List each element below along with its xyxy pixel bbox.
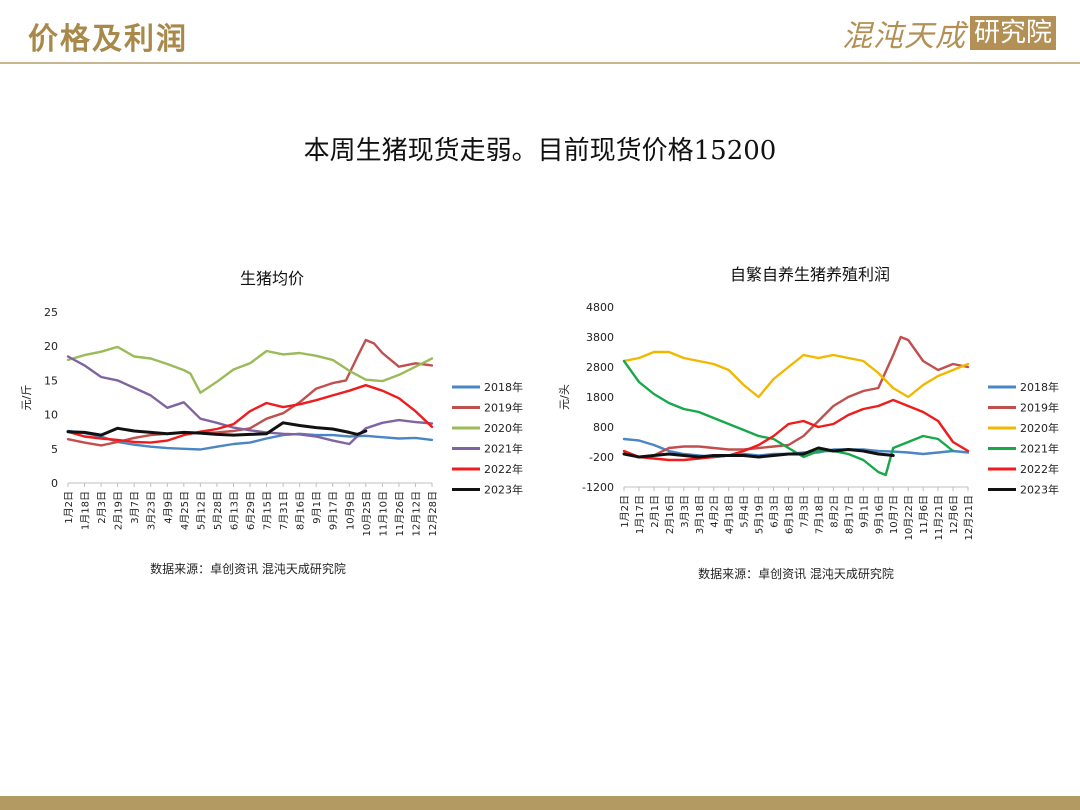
- series-line-2021年: [622, 359, 955, 477]
- logo-box-text: 研究院: [969, 16, 1056, 50]
- x-tick-label: 1月17日: [634, 495, 646, 534]
- y-tick-label: 10: [44, 409, 58, 422]
- legend-label: 2018年: [484, 380, 523, 394]
- x-tick-label: 4月18日: [724, 495, 736, 534]
- y-tick-label: 1800: [586, 391, 614, 404]
- x-tick-label: 2月1日: [649, 495, 661, 528]
- x-tick-label: 10月9日: [344, 491, 356, 530]
- x-tick-label: 5月4日: [739, 495, 751, 528]
- x-tick-label: 3月7日: [129, 491, 141, 524]
- series-line-2019年: [66, 338, 434, 447]
- footer-bar: [0, 796, 1080, 810]
- page-title: 价格及利润: [28, 22, 188, 57]
- y-tick-label: 2800: [586, 361, 614, 374]
- x-tick-label: 3月23日: [146, 491, 158, 530]
- legend-label: 2022年: [484, 462, 523, 476]
- x-tick-label: 12月28日: [427, 491, 439, 536]
- series-line-2021年: [66, 355, 434, 446]
- x-tick-label: 3月18日: [694, 495, 706, 534]
- x-tick-label: 4月2日: [709, 495, 721, 528]
- chart-source: 数据来源：卓创资讯 混沌天成研究院: [150, 561, 346, 576]
- x-tick-label: 2月3日: [96, 491, 108, 524]
- legend-label: 2019年: [1020, 401, 1059, 415]
- x-tick-label: 9月1日: [858, 495, 870, 528]
- x-tick-label: 4月25日: [179, 491, 191, 530]
- x-tick-label: 8月17日: [843, 495, 855, 534]
- x-tick-label: 12月6日: [948, 495, 960, 534]
- x-tick-label: 1月2日: [63, 491, 75, 524]
- y-axis-label: 元/斤: [20, 385, 33, 411]
- series-line-2022年: [66, 383, 434, 444]
- series-line-2020年: [66, 345, 434, 394]
- x-tick-label: 3月3日: [679, 495, 691, 528]
- x-tick-label: 8月16日: [295, 491, 307, 530]
- x-tick-label: 5月19日: [754, 495, 766, 534]
- x-tick-label: 2月19日: [113, 491, 125, 530]
- x-tick-label: 11月21日: [933, 495, 945, 540]
- y-tick-label: 4800: [586, 301, 614, 314]
- x-tick-label: 1月2日: [619, 495, 631, 528]
- series-line-2019年: [622, 335, 970, 459]
- x-tick-label: 12月21日: [963, 495, 975, 540]
- x-tick-label: 8月2日: [828, 495, 840, 528]
- legend-label: 2020年: [484, 421, 523, 435]
- x-tick-label: 1月18日: [80, 491, 92, 530]
- legend-label: 2019年: [484, 401, 523, 415]
- x-tick-label: 6月29日: [245, 491, 257, 530]
- series-line-2022年: [622, 398, 970, 462]
- y-tick-label: 0: [51, 477, 58, 490]
- y-tick-label: 25: [44, 306, 58, 319]
- y-axis-label: 元/头: [558, 384, 571, 410]
- y-tick-label: 3800: [586, 331, 614, 344]
- legend-label: 2021年: [484, 442, 523, 456]
- x-tick-label: 9月1日: [311, 491, 323, 524]
- header-divider: [0, 62, 1080, 64]
- x-tick-label: 11月26日: [394, 491, 406, 536]
- chart-title: 生猪均价: [240, 269, 304, 288]
- series-line-2018年: [66, 429, 434, 451]
- series-line-2020年: [622, 350, 970, 399]
- chart-source: 数据来源：卓创资讯 混沌天成研究院: [698, 566, 894, 581]
- x-tick-label: 10月22日: [903, 495, 915, 540]
- series-line-2023年: [622, 446, 895, 459]
- y-tick-label: -1200: [582, 481, 614, 494]
- x-tick-label: 9月17日: [328, 491, 340, 530]
- x-tick-label: 7月15日: [262, 491, 274, 530]
- x-tick-label: 6月3日: [769, 495, 781, 528]
- x-tick-label: 5月28日: [212, 491, 224, 530]
- x-tick-label: 7月18日: [813, 495, 825, 534]
- legend-label: 2022年: [1020, 462, 1059, 476]
- x-tick-label: 6月18日: [784, 495, 796, 534]
- x-tick-label: 7月31日: [278, 491, 290, 530]
- y-tick-label: -200: [589, 451, 614, 464]
- x-tick-label: 4月9日: [162, 491, 174, 524]
- headline: 本周生猪现货走弱。目前现货价格15200: [303, 136, 777, 166]
- y-tick-label: 5: [51, 443, 58, 456]
- chart-title: 自繁自养生猪养殖利润: [730, 265, 890, 284]
- y-tick-label: 15: [44, 374, 58, 387]
- x-tick-label: 10月7日: [888, 495, 900, 534]
- x-tick-label: 12月12日: [410, 491, 422, 536]
- x-tick-label: 11月10日: [377, 491, 389, 536]
- x-tick-label: 6月13日: [228, 491, 240, 530]
- x-tick-label: 5月12日: [195, 491, 207, 530]
- logo-main-text: 混沌天成: [841, 19, 966, 54]
- legend-label: 2020年: [1020, 421, 1059, 435]
- legend-label: 2023年: [484, 483, 523, 497]
- x-tick-label: 11月6日: [918, 495, 930, 534]
- y-tick-label: 20: [44, 340, 58, 353]
- series-line-2023年: [66, 421, 368, 437]
- x-tick-label: 2月16日: [664, 495, 676, 534]
- legend-label: 2021年: [1020, 442, 1059, 456]
- x-tick-label: 7月3日: [798, 495, 810, 528]
- logo: 混沌天成 研究院: [841, 14, 1056, 54]
- x-tick-label: 10月25日: [361, 491, 373, 536]
- legend-label: 2023年: [1020, 483, 1059, 497]
- x-tick-label: 9月16日: [873, 495, 885, 534]
- legend-label: 2018年: [1020, 380, 1059, 394]
- y-tick-label: 800: [593, 421, 614, 434]
